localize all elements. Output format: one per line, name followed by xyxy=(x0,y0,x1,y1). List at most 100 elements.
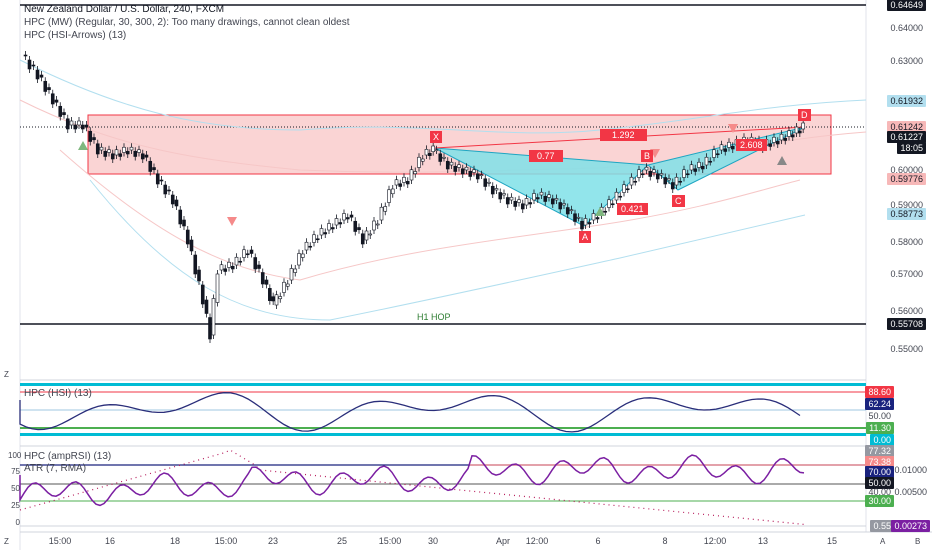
atr-line xyxy=(19,449,806,526)
candle xyxy=(99,146,104,151)
price-label: 0.58000 xyxy=(890,237,923,247)
candle xyxy=(200,284,205,305)
candle xyxy=(438,153,443,162)
price-label: 0.61242 xyxy=(887,121,926,133)
candle xyxy=(211,298,216,336)
candle xyxy=(155,173,160,185)
candle xyxy=(610,203,615,206)
candle xyxy=(554,198,559,201)
candle xyxy=(682,169,686,178)
scale-letter-b[interactable]: B xyxy=(915,537,921,546)
candle xyxy=(178,209,183,225)
lower-band xyxy=(89,179,806,321)
candle xyxy=(790,134,795,138)
hsi-bottom-band xyxy=(20,433,866,436)
candle xyxy=(185,229,190,245)
candle xyxy=(794,126,799,134)
candle xyxy=(73,124,78,130)
rsi-legend[interactable]: HPC (ampRSI) (13) xyxy=(24,451,112,462)
candle xyxy=(95,143,100,155)
candle xyxy=(39,74,44,78)
scale-letter-z[interactable]: Z xyxy=(4,537,9,546)
candle xyxy=(637,169,641,178)
candle xyxy=(242,249,246,258)
candle xyxy=(697,161,701,168)
time-tick: 25 xyxy=(336,536,348,546)
candle xyxy=(513,200,518,207)
candle xyxy=(353,220,358,232)
candle xyxy=(479,174,484,177)
candle xyxy=(152,167,156,171)
candle xyxy=(137,149,141,153)
candle xyxy=(163,184,168,195)
candle xyxy=(58,105,63,117)
candle xyxy=(517,199,521,203)
candle xyxy=(289,268,294,281)
rsi-label: 70.00 xyxy=(865,466,894,478)
candle xyxy=(629,176,634,186)
candle xyxy=(801,122,805,130)
candle xyxy=(420,158,425,162)
candle xyxy=(498,192,503,200)
candle xyxy=(103,150,108,157)
candle xyxy=(539,191,544,196)
candle xyxy=(174,199,179,207)
candle xyxy=(775,140,780,145)
candle xyxy=(383,206,388,212)
hsi-label: 50.00 xyxy=(868,411,891,421)
hsi-legend[interactable]: HPC (HSI) (13) xyxy=(24,388,92,399)
candle xyxy=(502,193,506,196)
atr-label: 0.00500 xyxy=(894,487,927,497)
scale-letter-a[interactable]: A xyxy=(880,537,886,546)
candle xyxy=(576,216,581,219)
candle xyxy=(197,269,201,282)
candle xyxy=(655,173,660,180)
candle xyxy=(327,223,331,231)
atr-legend[interactable]: ATR (7, RMA) xyxy=(24,463,87,474)
ratio-label: 1.292 xyxy=(600,129,647,141)
candle xyxy=(110,153,115,160)
candle xyxy=(65,118,70,130)
rsi-label: 50.00 xyxy=(865,477,894,489)
candle xyxy=(92,137,96,141)
candle xyxy=(274,294,279,306)
price-label: 0.60000 xyxy=(890,165,923,175)
scale-letter-z[interactable]: Z xyxy=(4,370,9,379)
candle xyxy=(659,173,664,176)
candle xyxy=(27,59,32,70)
candle xyxy=(342,213,346,221)
candle xyxy=(293,268,298,273)
candle xyxy=(622,184,626,193)
indicator-legend-mw[interactable]: HPC (MW) (Regular, 30, 300, 2): Too many… xyxy=(24,17,350,28)
candle xyxy=(50,93,55,105)
candle xyxy=(323,232,328,235)
candle xyxy=(640,173,645,176)
candle xyxy=(88,130,93,142)
candle xyxy=(648,170,653,177)
candle xyxy=(285,283,290,287)
candle xyxy=(509,196,514,201)
rsi-label: 30.00 xyxy=(865,495,894,507)
pattern-point-a: A xyxy=(579,231,592,243)
candle xyxy=(472,169,476,173)
candle xyxy=(260,272,265,285)
candle xyxy=(114,149,119,156)
candle xyxy=(230,265,235,270)
time-tick: 6 xyxy=(595,536,601,546)
candle xyxy=(708,160,713,163)
candle xyxy=(445,160,450,170)
candle xyxy=(118,153,123,157)
candle xyxy=(670,182,675,190)
indicator-legend-arrows[interactable]: HPC (HSI-Arrows) (13) xyxy=(24,30,127,41)
candle xyxy=(464,166,469,171)
price-label: 0.56000 xyxy=(890,306,923,316)
candle xyxy=(607,199,611,208)
pattern-point-b: B xyxy=(641,150,654,162)
left-tick: 100 xyxy=(8,451,22,460)
candle xyxy=(587,222,592,225)
hsi-label: 88.60 xyxy=(865,386,894,398)
price-label: 0.64649 xyxy=(887,0,926,11)
candle xyxy=(715,153,720,156)
candle xyxy=(308,245,313,248)
